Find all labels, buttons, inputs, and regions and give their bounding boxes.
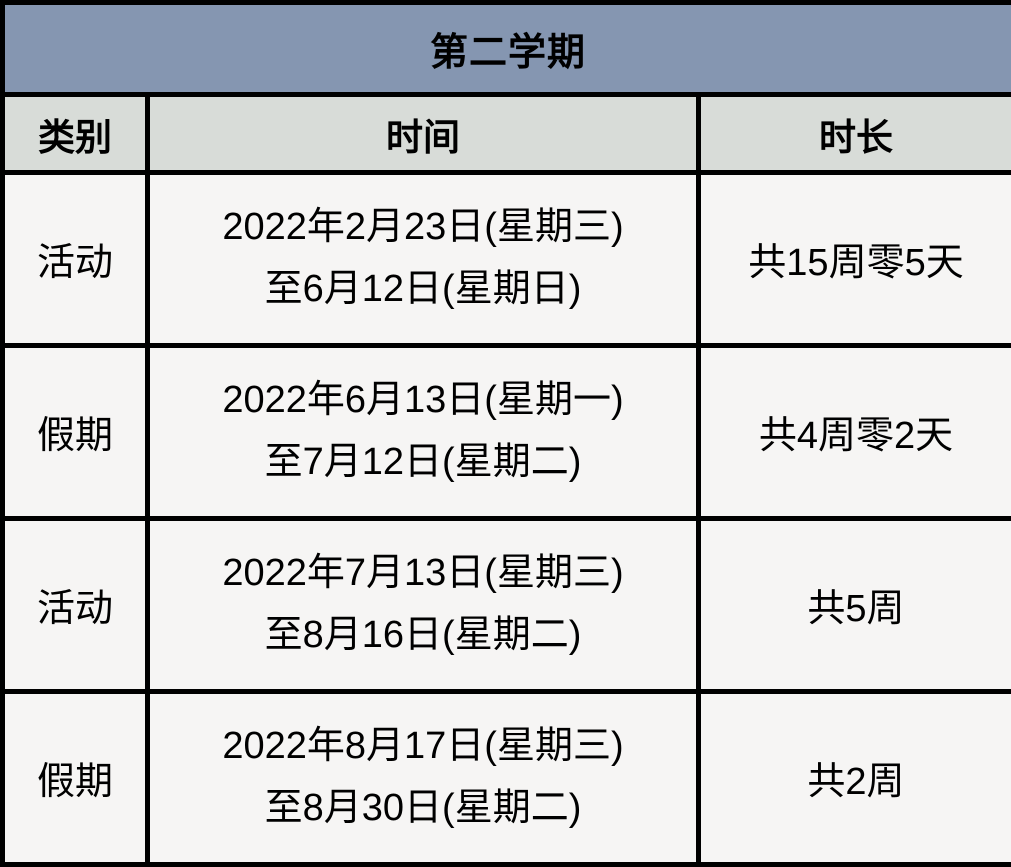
time-cell: 2022年7月13日(星期三) 至8月16日(星期二) (145, 515, 701, 694)
time-end: 至8月16日(星期二) (264, 613, 582, 656)
time-start: 2022年8月17日(星期三) (222, 725, 624, 768)
table-title-row: 第二学期 (0, 0, 1011, 98)
table-row: 假期 2022年8月17日(星期三) 至8月30日(星期二) 共2周 (0, 688, 1011, 867)
duration-cell: 共4周零2天 (696, 342, 1011, 521)
column-header-row: 类别 时间 时长 (0, 92, 1011, 175)
time-start: 2022年6月13日(星期一) (222, 379, 624, 422)
table-row: 活动 2022年2月23日(星期三) 至6月12日(星期日) 共15周零5天 (0, 169, 1011, 348)
time-cell: 2022年6月13日(星期一) 至7月12日(星期二) (145, 342, 701, 521)
time-start: 2022年7月13日(星期三) (222, 552, 624, 595)
category-cell: 活动 (0, 169, 150, 348)
column-header-duration: 时长 (696, 92, 1011, 175)
time-start: 2022年2月23日(星期三) (222, 206, 624, 249)
table-row: 假期 2022年6月13日(星期一) 至7月12日(星期二) 共4周零2天 (0, 342, 1011, 521)
duration-cell: 共15周零5天 (696, 169, 1011, 348)
duration-cell: 共2周 (696, 688, 1011, 867)
time-cell: 2022年8月17日(星期三) 至8月30日(星期二) (145, 688, 701, 867)
category-cell: 活动 (0, 515, 150, 694)
table-title: 第二学期 (0, 0, 1011, 98)
column-header-category: 类别 (0, 92, 150, 175)
category-cell: 假期 (0, 342, 150, 521)
time-end: 至6月12日(星期日) (264, 267, 582, 310)
duration-cell: 共5周 (696, 515, 1011, 694)
category-cell: 假期 (0, 688, 150, 867)
time-end: 至8月30日(星期二) (264, 786, 582, 829)
time-cell: 2022年2月23日(星期三) 至6月12日(星期日) (145, 169, 701, 348)
column-header-time: 时间 (145, 92, 701, 175)
time-end: 至7月12日(星期二) (264, 440, 582, 483)
table-row: 活动 2022年7月13日(星期三) 至8月16日(星期二) 共5周 (0, 515, 1011, 694)
